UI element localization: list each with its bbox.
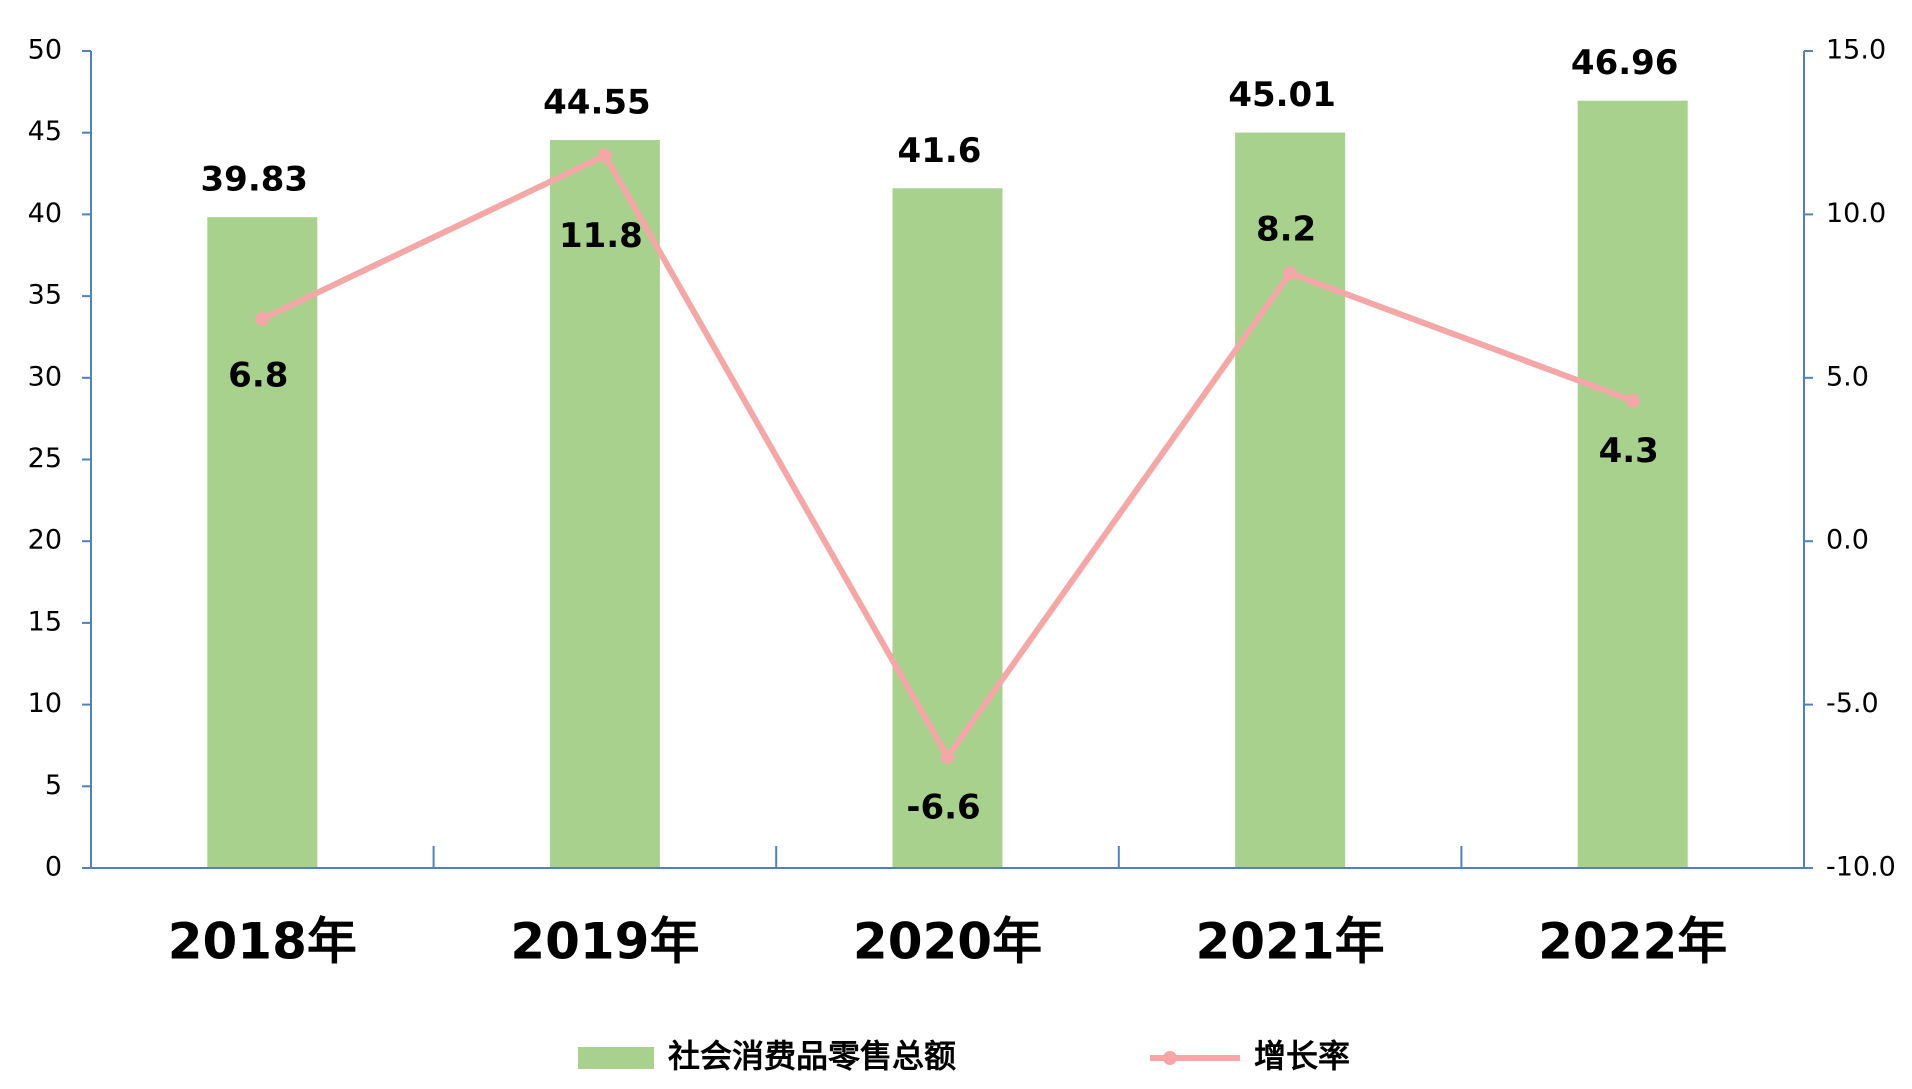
y-tick-label: 50: [28, 35, 62, 66]
x-tick-label: 2018年: [168, 913, 357, 971]
y2-tick-label: 10.0: [1826, 198, 1886, 229]
x-tick-label: 2020年: [853, 913, 1042, 971]
y-tick-label: 45: [28, 116, 62, 147]
x-tick-label: 2021年: [1196, 913, 1385, 971]
line-marker: [940, 749, 955, 764]
line-value-label: -6.6: [906, 787, 980, 827]
line-marker: [1283, 266, 1298, 281]
bar: [549, 140, 660, 869]
y2-tick-label: -5.0: [1826, 688, 1879, 719]
y-tick-label: 25: [28, 443, 62, 474]
y2-tick-label: 0.0: [1826, 525, 1869, 556]
bar: [892, 188, 1003, 869]
legend-swatch: [1163, 1051, 1177, 1065]
line-value-label: 8.2: [1256, 210, 1316, 250]
bar: [1577, 100, 1688, 869]
bar-value-label: 39.83: [201, 160, 309, 200]
y2-tick-label: 15.0: [1826, 35, 1886, 66]
legend-swatch: [578, 1047, 654, 1069]
y-tick-label: 15: [28, 606, 62, 637]
y-tick-label: 30: [28, 361, 62, 392]
line-marker: [255, 311, 270, 326]
bar: [1235, 132, 1346, 868]
bar-value-label: 45.01: [1228, 75, 1336, 115]
y-tick-label: 40: [28, 198, 62, 229]
x-tick-label: 2019年: [510, 913, 699, 971]
bar-value-label: 46.96: [1571, 43, 1679, 83]
bar-value-label: 44.55: [543, 83, 651, 123]
line-value-label: 4.3: [1599, 431, 1659, 471]
y-tick-label: 35: [28, 280, 62, 311]
line-value-label: 11.8: [559, 216, 643, 256]
line-value-label: 6.8: [228, 355, 288, 395]
bar-value-label: 41.6: [898, 131, 982, 171]
y-tick-label: 10: [28, 688, 62, 719]
legend-label: 社会消费品零售总额: [668, 1037, 956, 1075]
line-marker: [597, 148, 612, 163]
x-tick-label: 2022年: [1538, 913, 1727, 971]
line-marker: [1625, 393, 1640, 408]
y-tick-label: 5: [45, 770, 62, 801]
y2-tick-label: -10.0: [1826, 852, 1896, 883]
y2-tick-label: 5.0: [1826, 361, 1869, 392]
legend-label: 增长率: [1254, 1037, 1350, 1075]
y-tick-label: 0: [45, 852, 62, 883]
y-tick-label: 20: [28, 525, 62, 556]
